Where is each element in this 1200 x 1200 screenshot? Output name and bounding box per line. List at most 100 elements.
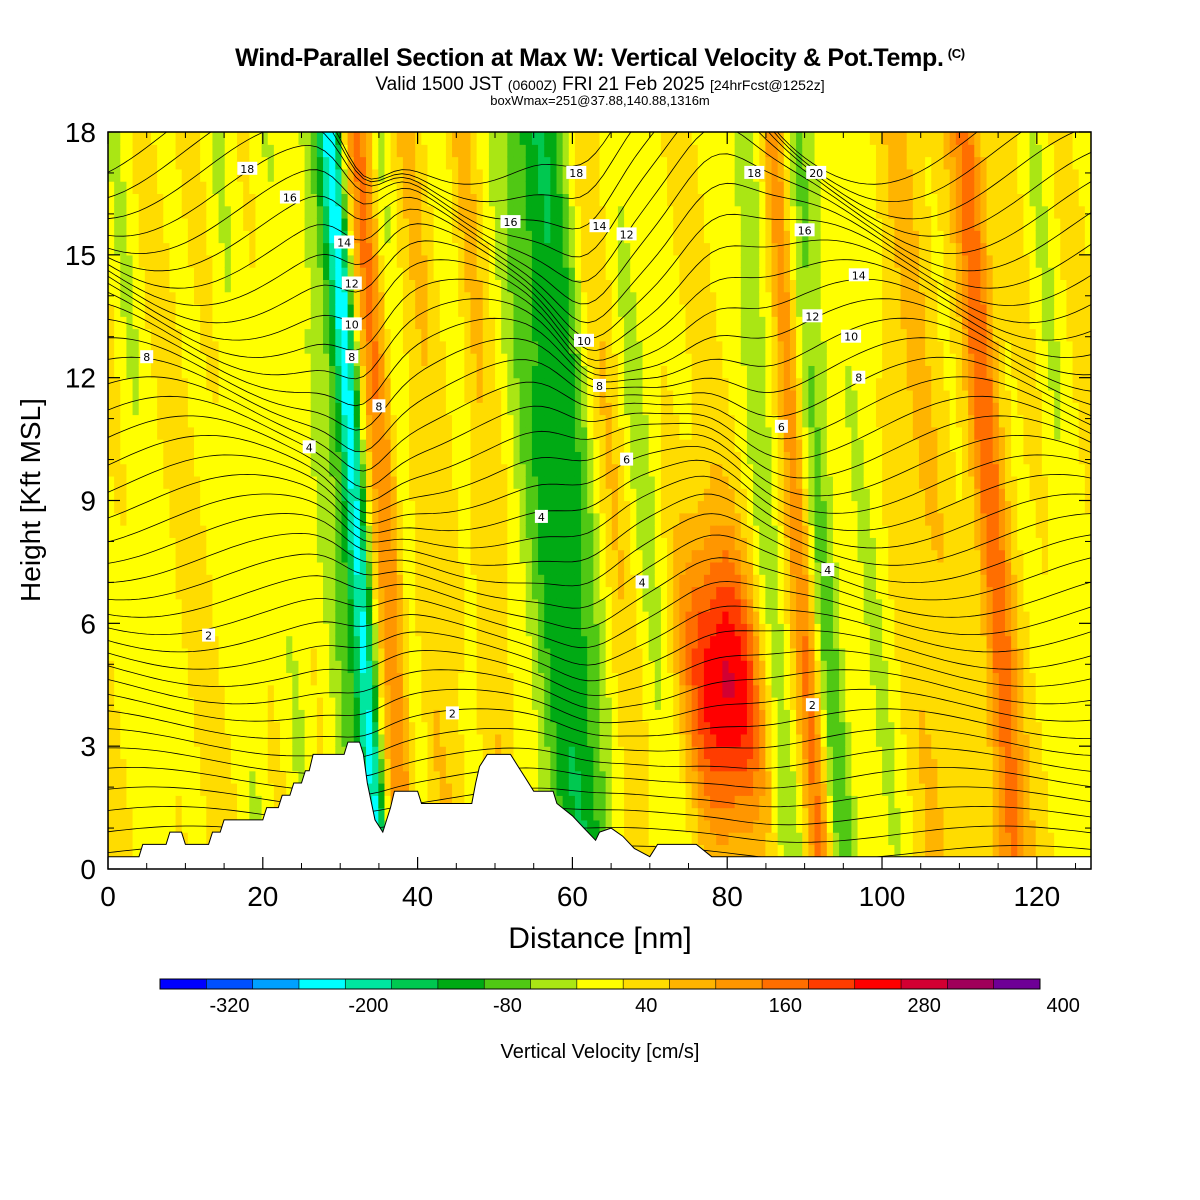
velocity-cell [187,132,195,145]
velocity-cell [353,660,361,674]
velocity-cell [126,230,134,244]
velocity-cell [255,475,263,489]
velocity-cell [138,832,146,846]
velocity-cell [359,623,367,637]
velocity-cell [538,537,545,551]
velocity-cell [212,340,220,354]
velocity-cell [206,746,214,760]
velocity-cell [310,721,318,735]
velocity-cell [138,168,146,182]
velocity-cell [587,733,594,747]
velocity-cell [249,635,257,649]
velocity-cell [249,365,257,379]
velocity-cell [525,132,533,145]
velocity-cell [138,783,146,796]
velocity-cell [495,463,502,477]
velocity-cell [273,463,281,477]
velocity-cell [181,365,189,379]
velocity-cell [329,156,336,170]
velocity-cell [519,365,527,379]
velocity-cell [544,365,551,379]
velocity-cell [194,795,201,809]
velocity-cell [439,451,447,465]
velocity-cell [599,463,607,477]
velocity-cell [200,697,207,710]
velocity-cell [384,291,392,305]
velocity-cell [507,377,515,391]
velocity-cell [605,512,613,526]
velocity-cell [280,132,287,145]
velocity-cell [187,500,195,514]
velocity-cell [464,267,472,280]
velocity-cell [237,291,244,305]
velocity-cell [409,439,416,452]
velocity-cell [507,500,515,514]
velocity-cell [452,168,459,182]
velocity-cell [445,598,453,612]
velocity-cell [372,758,379,772]
velocity-cell [335,291,343,305]
velocity-cell [488,365,496,379]
velocity-cell [120,168,128,182]
velocity-cell [415,328,422,342]
velocity-cell [114,328,121,342]
velocity-cell [249,795,257,809]
velocity-cell [525,402,533,416]
velocity-cell [568,402,576,416]
velocity-cell [341,205,349,219]
velocity-cell [544,303,551,317]
velocity-cell [593,660,601,674]
velocity-cell [574,463,582,477]
velocity-cell [409,414,416,428]
velocity-cell [470,181,478,195]
velocity-cell [439,488,447,502]
velocity-cell [470,623,478,637]
velocity-cell [402,377,410,391]
velocity-cell [108,783,115,796]
velocity-cell [286,144,293,158]
velocity-cell [212,500,220,514]
velocity-cell [267,353,275,366]
velocity-cell [316,426,324,440]
velocity-cell [556,254,564,268]
velocity-cell [347,684,355,698]
velocity-cell [513,303,521,317]
velocity-cell [452,721,459,735]
velocity-cell [304,561,312,575]
velocity-cell [224,475,232,489]
velocity-cell [237,488,244,502]
velocity-cell [206,598,214,612]
velocity-cell [476,475,484,489]
velocity-cell [452,267,459,280]
velocity-cell [157,303,164,317]
velocity-cell [243,303,250,317]
velocity-cell [292,561,300,575]
velocity-cell [421,783,429,796]
velocity-cell [181,168,189,182]
velocity-cell [194,561,201,575]
velocity-cell [194,132,201,145]
velocity-cell [206,807,214,821]
velocity-cell [114,181,121,195]
velocity-cell [224,426,232,440]
velocity-cell [230,303,238,317]
velocity-cell [261,783,269,796]
velocity-cell [359,537,367,551]
velocity-cell [599,783,607,796]
velocity-cell [531,586,539,600]
velocity-cell [402,181,410,195]
velocity-cell [138,525,146,538]
velocity-cell [138,377,146,391]
velocity-cell [157,475,164,489]
velocity-cell [611,414,619,428]
velocity-cell [304,193,312,207]
velocity-cell [151,132,158,145]
velocity-cell [224,279,232,293]
velocity-cell [384,549,392,563]
velocity-cell [581,402,588,416]
velocity-cell [132,279,140,293]
velocity-cell [132,672,140,686]
velocity-cell [605,439,613,452]
velocity-cell [329,660,336,674]
velocity-cell [126,500,134,514]
